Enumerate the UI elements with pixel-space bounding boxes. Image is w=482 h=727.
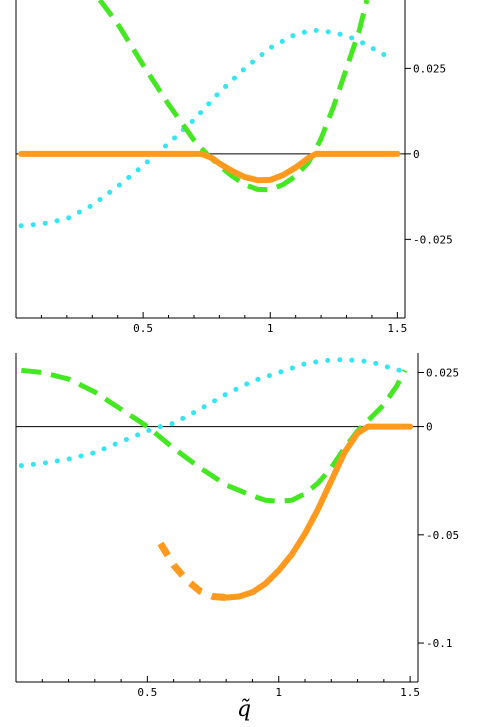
panel2-x-axis-label: q̃ xyxy=(237,697,251,722)
panel2-series-1-line xyxy=(18,357,403,469)
panel2-y-tick-label-1: 0.025 xyxy=(426,366,459,379)
panel1-series-2-line xyxy=(97,0,370,193)
panel2-x-tick-label-3: 1.5 xyxy=(400,686,420,699)
panel1-x-tick-label-2: 1 xyxy=(267,322,274,335)
panel1-series-1-line xyxy=(18,27,390,229)
panel1-series-3-line xyxy=(18,150,401,184)
panel2-series-4-line xyxy=(223,423,414,601)
panel2-x-tick-label-1: 0.5 xyxy=(137,686,157,699)
panel2-x-tick-label-2: 1 xyxy=(275,686,282,699)
panel2-series-2-line xyxy=(21,367,408,504)
panel2-y-tick-label-2: 0 xyxy=(426,421,433,434)
panel1-y-tick-label-3: -0.025 xyxy=(413,233,453,246)
panel1-x-tick-label-3: 1.5 xyxy=(387,322,407,335)
panel1-y-tick-label-2: 0 xyxy=(413,148,420,161)
panel2-series-3-line xyxy=(157,541,227,602)
panel1-x-tick-label-1: 0.5 xyxy=(133,322,153,335)
panel2-y-tick-label-4: -0.1 xyxy=(426,637,453,650)
panel2-y-tick-label-3: -0.05 xyxy=(426,529,459,542)
panel1-y-tick-label-1: 0.025 xyxy=(413,62,446,75)
